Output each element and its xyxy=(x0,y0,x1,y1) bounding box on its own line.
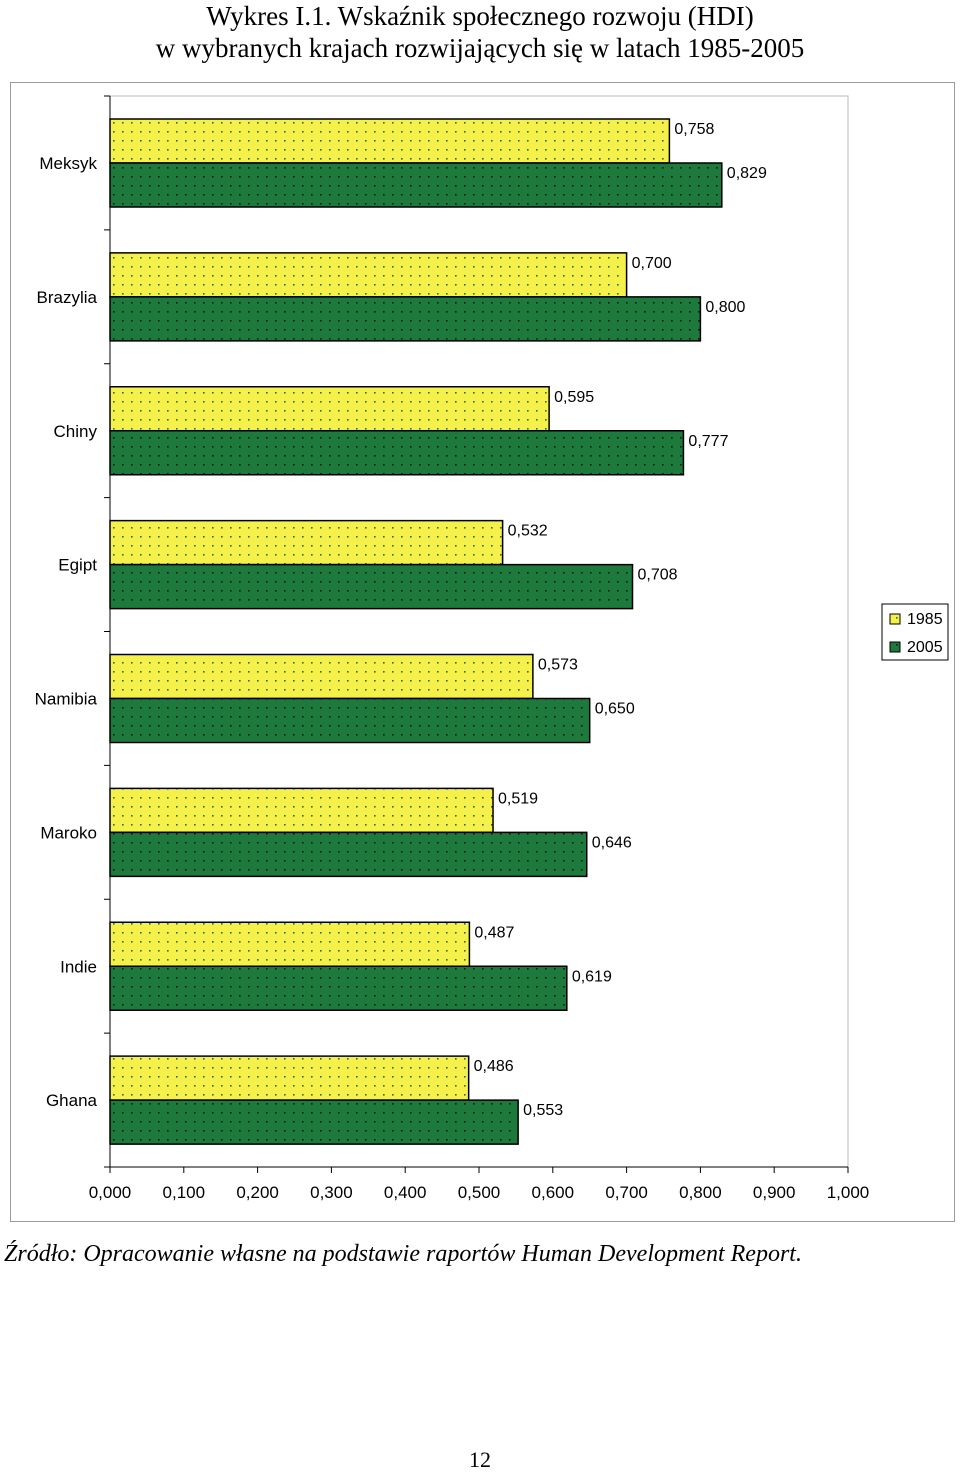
category-label-maroko: Maroko xyxy=(40,823,97,842)
bar-2005-brazylia xyxy=(109,296,702,342)
bar-1985-chiny xyxy=(109,386,550,432)
chart-title-line2: w wybranych krajach rozwijających się w … xyxy=(155,33,805,63)
category-label-namibia: Namibia xyxy=(35,690,98,709)
x-tick-label: 0,500 xyxy=(458,1183,501,1202)
legend-swatch-2005 xyxy=(889,641,901,653)
category-label-meksyk: Meksyk xyxy=(39,154,97,173)
value-label-1985-ghana: 0,486 xyxy=(474,1058,514,1075)
value-label-1985-maroko: 0,519 xyxy=(498,790,538,807)
value-label-1985-brazylia: 0,700 xyxy=(632,255,672,272)
category-label-chiny: Chiny xyxy=(54,422,98,441)
bar-1985-indie xyxy=(109,921,471,967)
value-label-1985-namibia: 0,573 xyxy=(538,657,578,674)
x-tick-label: 0,600 xyxy=(532,1183,575,1202)
bar-2005-egipt xyxy=(109,563,634,610)
x-tick-label: 0,200 xyxy=(236,1183,279,1202)
x-tick-label: 1,000 xyxy=(827,1183,870,1202)
x-tick-label: 0,000 xyxy=(89,1183,132,1202)
bar-1985-egipt xyxy=(109,519,504,566)
value-label-2005-brazylia: 0,800 xyxy=(705,299,745,316)
chart-frame: 0,758 0,829 Meksyk 0,700 0,800 Brazylia 0,595 0… xyxy=(10,82,955,1222)
category-label-indie: Indie xyxy=(60,957,97,976)
value-label-2005-egipt: 0,708 xyxy=(638,567,678,584)
bar-1985-ghana xyxy=(109,1055,470,1101)
value-label-2005-indie: 0,619 xyxy=(572,968,612,985)
x-tick-label: 0,400 xyxy=(384,1183,427,1202)
value-label-2005-meksyk: 0,829 xyxy=(727,165,767,182)
bar-2005-indie xyxy=(109,965,568,1011)
bar-1985-namibia xyxy=(109,653,534,700)
value-label-2005-namibia: 0,650 xyxy=(595,701,635,718)
bar-2005-ghana xyxy=(109,1099,519,1145)
x-tick-label: 0,800 xyxy=(679,1183,722,1202)
value-label-2005-maroko: 0,646 xyxy=(592,834,632,851)
bar-1985-maroko xyxy=(109,787,494,834)
value-label-1985-indie: 0,487 xyxy=(474,924,514,941)
x-tick-label: 0,100 xyxy=(163,1183,206,1202)
chart-title-line1: Wykres I.1. Wskaźnik społecznego rozwoju… xyxy=(206,1,754,31)
bar-2005-namibia xyxy=(109,697,591,744)
category-label-egipt: Egipt xyxy=(58,556,97,575)
legend-swatch-1985 xyxy=(889,613,901,625)
page-number: 12 xyxy=(469,1447,491,1472)
legend-label-1985: 1985 xyxy=(907,611,943,628)
value-label-2005-chiny: 0,777 xyxy=(688,433,728,450)
value-label-1985-egipt: 0,532 xyxy=(508,523,548,540)
bar-1985-meksyk xyxy=(109,118,671,164)
value-label-2005-ghana: 0,553 xyxy=(523,1102,563,1119)
category-label-ghana: Ghana xyxy=(46,1091,98,1110)
value-label-1985-meksyk: 0,758 xyxy=(674,121,714,138)
x-tick-label: 0,700 xyxy=(605,1183,648,1202)
bar-1985-brazylia xyxy=(109,252,628,298)
legend-label-2005: 2005 xyxy=(907,639,943,656)
chart-svg: 0,758 0,829 Meksyk 0,700 0,800 Brazylia 0,595 0… xyxy=(35,95,949,1202)
bar-2005-chiny xyxy=(109,430,685,476)
source-note: Źródło: Opracowanie własne na podstawie … xyxy=(4,1241,802,1267)
value-label-1985-chiny: 0,595 xyxy=(554,389,594,406)
x-tick-label: 0,300 xyxy=(310,1183,353,1202)
bar-2005-meksyk xyxy=(109,162,723,208)
bar-2005-maroko xyxy=(109,831,588,878)
x-tick-label: 0,900 xyxy=(753,1183,796,1202)
category-label-brazylia: Brazylia xyxy=(37,288,98,307)
